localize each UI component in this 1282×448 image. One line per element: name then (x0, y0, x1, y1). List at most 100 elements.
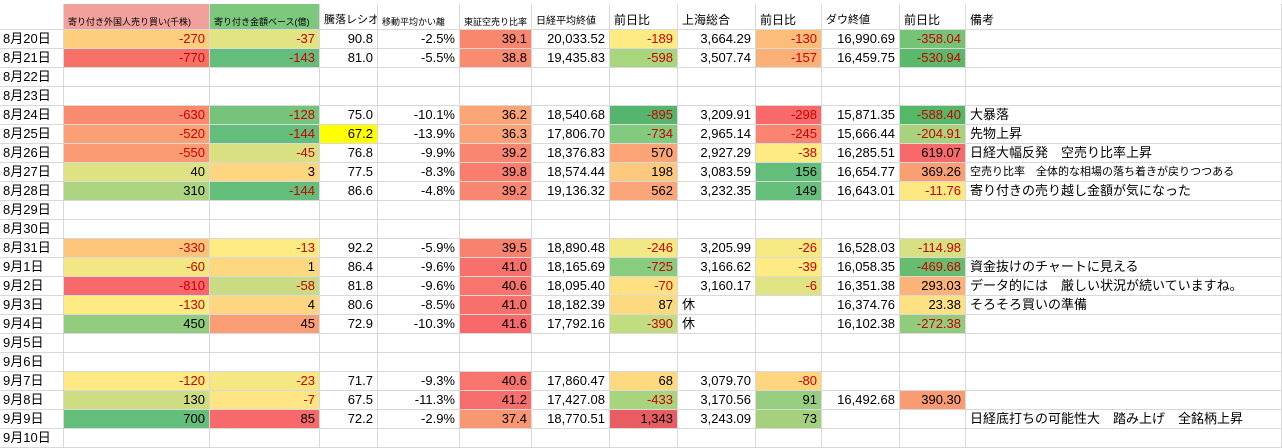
cell-ma-kairi[interactable] (378, 201, 460, 220)
remark-cell[interactable] (966, 87, 1282, 106)
cell-nikkei-close[interactable]: 20,033.52 (532, 30, 610, 49)
cell-foreign-open-amount[interactable] (210, 353, 320, 372)
date-cell[interactable]: 9月4日 (0, 315, 64, 334)
cell-foreign-open-shares[interactable]: 130 (64, 391, 210, 410)
cell-dow-change[interactable]: 619.07 (900, 144, 966, 163)
cell-nikkei-close[interactable]: 18,540.68 (532, 106, 610, 125)
cell-shanghai-change[interactable] (756, 87, 822, 106)
remark-cell[interactable] (966, 49, 1282, 68)
remark-cell[interactable] (966, 429, 1282, 448)
cell-shanghai-change[interactable]: 149 (756, 182, 822, 201)
cell-short-ratio[interactable]: 36.2 (460, 106, 532, 125)
cell-foreign-open-amount[interactable] (210, 429, 320, 448)
cell-shanghai[interactable]: 3,209.91 (678, 106, 756, 125)
cell-nikkei-close[interactable]: 17,860.47 (532, 372, 610, 391)
cell-foreign-open-amount[interactable] (210, 220, 320, 239)
cell-shanghai-change[interactable]: -39 (756, 258, 822, 277)
remark-cell[interactable]: そろそろ買いの準備 (966, 296, 1282, 315)
cell-short-ratio[interactable] (460, 68, 532, 87)
remark-cell[interactable]: 大暴落 (966, 106, 1282, 125)
cell-nikkei-change[interactable]: 1,343 (610, 410, 678, 429)
cell-shanghai[interactable]: 休 (678, 296, 756, 315)
cell-short-ratio[interactable] (460, 220, 532, 239)
remark-cell[interactable]: データ的には 厳しい状況が続いていますね。 (966, 277, 1282, 296)
cell-nikkei-change[interactable]: 562 (610, 182, 678, 201)
cell-foreign-open-amount[interactable]: -13 (210, 239, 320, 258)
cell-nikkei-change[interactable]: 68 (610, 372, 678, 391)
cell-short-ratio[interactable]: 38.8 (460, 49, 532, 68)
cell-foreign-open-shares[interactable]: 40 (64, 163, 210, 182)
cell-foreign-open-amount[interactable]: 1 (210, 258, 320, 277)
cell-shanghai[interactable] (678, 68, 756, 87)
cell-short-ratio[interactable]: 39.2 (460, 182, 532, 201)
date-cell[interactable]: 8月26日 (0, 144, 64, 163)
cell-foreign-open-shares[interactable] (64, 429, 210, 448)
cell-dow-change[interactable] (900, 68, 966, 87)
date-cell[interactable]: 9月8日 (0, 391, 64, 410)
cell-foreign-open-shares[interactable]: -770 (64, 49, 210, 68)
cell-short-ratio[interactable] (460, 201, 532, 220)
cell-shanghai[interactable] (678, 201, 756, 220)
cell-shanghai-change[interactable]: 91 (756, 391, 822, 410)
cell-foreign-open-amount[interactable]: -128 (210, 106, 320, 125)
cell-foreign-open-amount[interactable]: 4 (210, 296, 320, 315)
cell-dow-close[interactable]: 16,643.01 (822, 182, 900, 201)
cell-foreign-open-amount[interactable]: -144 (210, 182, 320, 201)
cell-nikkei-change[interactable]: -895 (610, 106, 678, 125)
cell-nikkei-close[interactable] (532, 220, 610, 239)
cell-shanghai[interactable]: 3,083.59 (678, 163, 756, 182)
cell-foreign-open-amount[interactable]: 3 (210, 163, 320, 182)
cell-foreign-open-amount[interactable]: -7 (210, 391, 320, 410)
cell-ma-kairi[interactable]: -2.9% (378, 410, 460, 429)
date-cell[interactable]: 9月10日 (0, 429, 64, 448)
cell-nikkei-close[interactable] (532, 87, 610, 106)
cell-nikkei-close[interactable]: 18,165.69 (532, 258, 610, 277)
remark-cell[interactable] (966, 334, 1282, 353)
date-cell[interactable]: 8月21日 (0, 49, 64, 68)
cell-shanghai-change[interactable]: -157 (756, 49, 822, 68)
remark-cell[interactable] (966, 239, 1282, 258)
column-header-short-ratio[interactable]: 東証空売り比率 (460, 4, 532, 30)
cell-foreign-open-shares[interactable] (64, 220, 210, 239)
cell-shanghai-change[interactable]: 73 (756, 410, 822, 429)
cell-nikkei-close[interactable]: 18,095.40 (532, 277, 610, 296)
cell-nikkei-close[interactable]: 19,435.83 (532, 49, 610, 68)
cell-ma-kairi[interactable]: -5.9% (378, 239, 460, 258)
cell-nikkei-change[interactable]: -734 (610, 125, 678, 144)
cell-foreign-open-amount[interactable]: -143 (210, 49, 320, 68)
date-cell[interactable]: 9月2日 (0, 277, 64, 296)
cell-short-ratio[interactable]: 41.0 (460, 258, 532, 277)
column-header-nikkei-close[interactable]: 日経平均終値 (532, 4, 610, 30)
cell-ma-kairi[interactable]: -5.5% (378, 49, 460, 68)
cell-shanghai[interactable]: 3,170.56 (678, 391, 756, 410)
cell-short-ratio[interactable]: 36.3 (460, 125, 532, 144)
cell-dow-close[interactable]: 16,102.38 (822, 315, 900, 334)
cell-short-ratio[interactable] (460, 87, 532, 106)
date-cell[interactable]: 8月22日 (0, 68, 64, 87)
cell-nikkei-close[interactable] (532, 429, 610, 448)
cell-ma-kairi[interactable]: -13.9% (378, 125, 460, 144)
cell-dow-close[interactable]: 16,459.75 (822, 49, 900, 68)
cell-ma-kairi[interactable] (378, 353, 460, 372)
cell-nikkei-change[interactable] (610, 429, 678, 448)
cell-shanghai-change[interactable] (756, 68, 822, 87)
date-cell[interactable]: 9月9日 (0, 410, 64, 429)
cell-nikkei-close[interactable]: 19,136.32 (532, 182, 610, 201)
cell-short-ratio[interactable]: 40.6 (460, 372, 532, 391)
cell-nikkei-change[interactable]: -598 (610, 49, 678, 68)
cell-foreign-open-shares[interactable] (64, 68, 210, 87)
cell-dow-close[interactable]: 15,871.35 (822, 106, 900, 125)
cell-dow-close[interactable] (822, 201, 900, 220)
cell-nikkei-change[interactable] (610, 353, 678, 372)
cell-nikkei-close[interactable]: 18,182.39 (532, 296, 610, 315)
cell-dow-change[interactable] (900, 372, 966, 391)
cell-ma-kairi[interactable]: -8.3% (378, 163, 460, 182)
cell-dow-close[interactable]: 16,654.77 (822, 163, 900, 182)
cell-touraku-ratio[interactable]: 67.2 (320, 125, 378, 144)
cell-touraku-ratio[interactable] (320, 68, 378, 87)
cell-shanghai-change[interactable]: -245 (756, 125, 822, 144)
remark-cell[interactable] (966, 353, 1282, 372)
cell-shanghai-change[interactable]: -38 (756, 144, 822, 163)
cell-touraku-ratio[interactable]: 81.0 (320, 49, 378, 68)
remark-cell[interactable] (966, 30, 1282, 49)
